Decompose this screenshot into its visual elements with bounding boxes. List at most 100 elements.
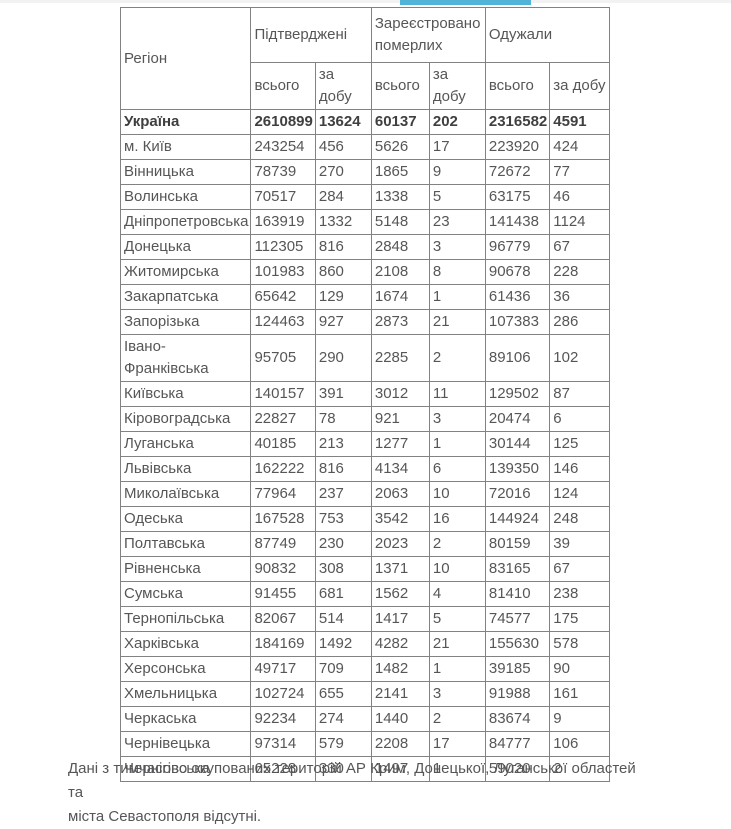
value-cell: 124463 [250,309,316,335]
value-cell: 22827 [250,406,316,432]
value-cell: 17 [428,134,486,160]
value-cell: 59020 [484,756,551,782]
value-cell: 90832 [250,556,316,582]
header-confirmed-total: всього [250,62,316,110]
table-row: Чернігівська 65228 330 1497 1 59020 2 [119,756,611,782]
region-cell: Кіровоградська [119,406,252,432]
value-cell: 5 [428,606,486,632]
value-cell: 82067 [250,606,316,632]
value-cell: 3012 [370,381,430,407]
value-cell: 102 [549,334,611,382]
table-row: Кіровоградська 22827 78 921 3 20474 6 [119,406,611,432]
value-cell: 391 [314,381,372,407]
region-cell: Черкаська [119,706,252,732]
value-cell: 1277 [370,431,430,457]
region-cell: Івано-Франківська [119,334,252,382]
table-row: Харківська 184169 1492 4282 21 155630 578 [119,631,611,657]
region-cell: Полтавська [119,531,252,557]
value-cell: 67 [549,556,611,582]
header-recovered-total: всього [484,62,551,110]
value-cell: 1332 [314,209,372,235]
value-cell: 87749 [250,531,316,557]
table-header: Регіон Підтверджені Зареєстровано померл… [119,7,611,110]
value-cell: 2141 [370,681,430,707]
value-cell: 65228 [250,756,316,782]
value-cell: 61436 [484,284,551,310]
value-cell: 17 [428,731,486,757]
value-cell: 77964 [250,481,316,507]
value-cell: 223920 [484,134,551,160]
value-cell: 83165 [484,556,551,582]
covid-stats-table: Регіон Підтверджені Зареєстровано померл… [119,7,611,782]
value-cell: 6 [549,406,611,432]
value-cell: 77 [549,159,611,185]
value-cell: 1482 [370,656,430,682]
region-cell: Харківська [119,631,252,657]
table-row: Житомирська 101983 860 2108 8 90678 228 [119,259,611,285]
value-cell: 139350 [484,456,551,482]
table-row: Хмельницька 102724 655 2141 3 91988 161 [119,681,611,707]
value-cell: 270 [314,159,372,185]
value-cell: 92234 [250,706,316,732]
value-cell: 1124 [549,209,611,235]
region-cell: Житомирська [119,259,252,285]
value-cell: 5148 [370,209,430,235]
value-cell: 4 [428,581,486,607]
value-cell: 286 [549,309,611,335]
table-row: Дніпропетровська 163919 1332 5148 23 141438 11… [119,209,611,235]
value-cell: 2 [549,756,611,782]
value-cell: 163919 [250,209,316,235]
value-cell: 1562 [370,581,430,607]
value-cell: 1 [428,431,486,457]
value-cell: 10 [428,556,486,582]
value-cell: 63175 [484,184,551,210]
value-cell: 167528 [250,506,316,532]
value-cell: 161 [549,681,611,707]
value-cell: 927 [314,309,372,335]
value-cell: 238 [549,581,611,607]
value-cell: 65642 [250,284,316,310]
table-row: Київська 140157 391 3012 11 129502 87 [119,381,611,407]
value-cell: 70517 [250,184,316,210]
table-row: Одеська 167528 753 3542 16 144924 248 [119,506,611,532]
header-confirmed-per-day: за добу [314,62,372,110]
value-cell: 96779 [484,234,551,260]
table-row: Сумська 91455 681 1562 4 81410 238 [119,581,611,607]
value-cell: 91988 [484,681,551,707]
table-row: Рівненська 90832 308 1371 10 83165 67 [119,556,611,582]
value-cell: 83674 [484,706,551,732]
value-cell: 921 [370,406,430,432]
value-cell: 87 [549,381,611,407]
value-cell: 95705 [250,334,316,382]
value-cell: 1497 [370,756,430,782]
value-cell: 30144 [484,431,551,457]
table-row: Івано-Франківська 95705 290 2285 2 89106 102 [119,334,611,382]
region-cell: Вінницька [119,159,252,185]
region-cell: Дніпропетровська [119,209,252,235]
value-cell: 155630 [484,631,551,657]
value-cell: 129502 [484,381,551,407]
region-cell: м. Київ [119,134,252,160]
value-cell: 578 [549,631,611,657]
header-deaths-total: всього [370,62,430,110]
table-row: м. Київ 243254 456 5626 17 223920 424 [119,134,611,160]
footnote-line-1: Дані з тимчасово окупованих територій АР… [68,760,636,801]
value-cell: 1 [428,284,486,310]
value-cell: 1492 [314,631,372,657]
table-row: Полтавська 87749 230 2023 2 80159 39 [119,531,611,557]
value-cell: 175 [549,606,611,632]
value-cell: 80159 [484,531,551,557]
value-cell: 72672 [484,159,551,185]
value-cell: 39 [549,531,611,557]
value-cell: 49717 [250,656,316,682]
value-cell: 753 [314,506,372,532]
value-cell: 2208 [370,731,430,757]
value-cell: 3 [428,234,486,260]
value-cell: 308 [314,556,372,582]
value-cell: 860 [314,259,372,285]
region-cell: Україна [119,109,252,135]
value-cell: 243254 [250,134,316,160]
value-cell: 106 [549,731,611,757]
value-cell: 129 [314,284,372,310]
header-row-groups: Регіон Підтверджені Зареєстровано померл… [119,7,611,110]
